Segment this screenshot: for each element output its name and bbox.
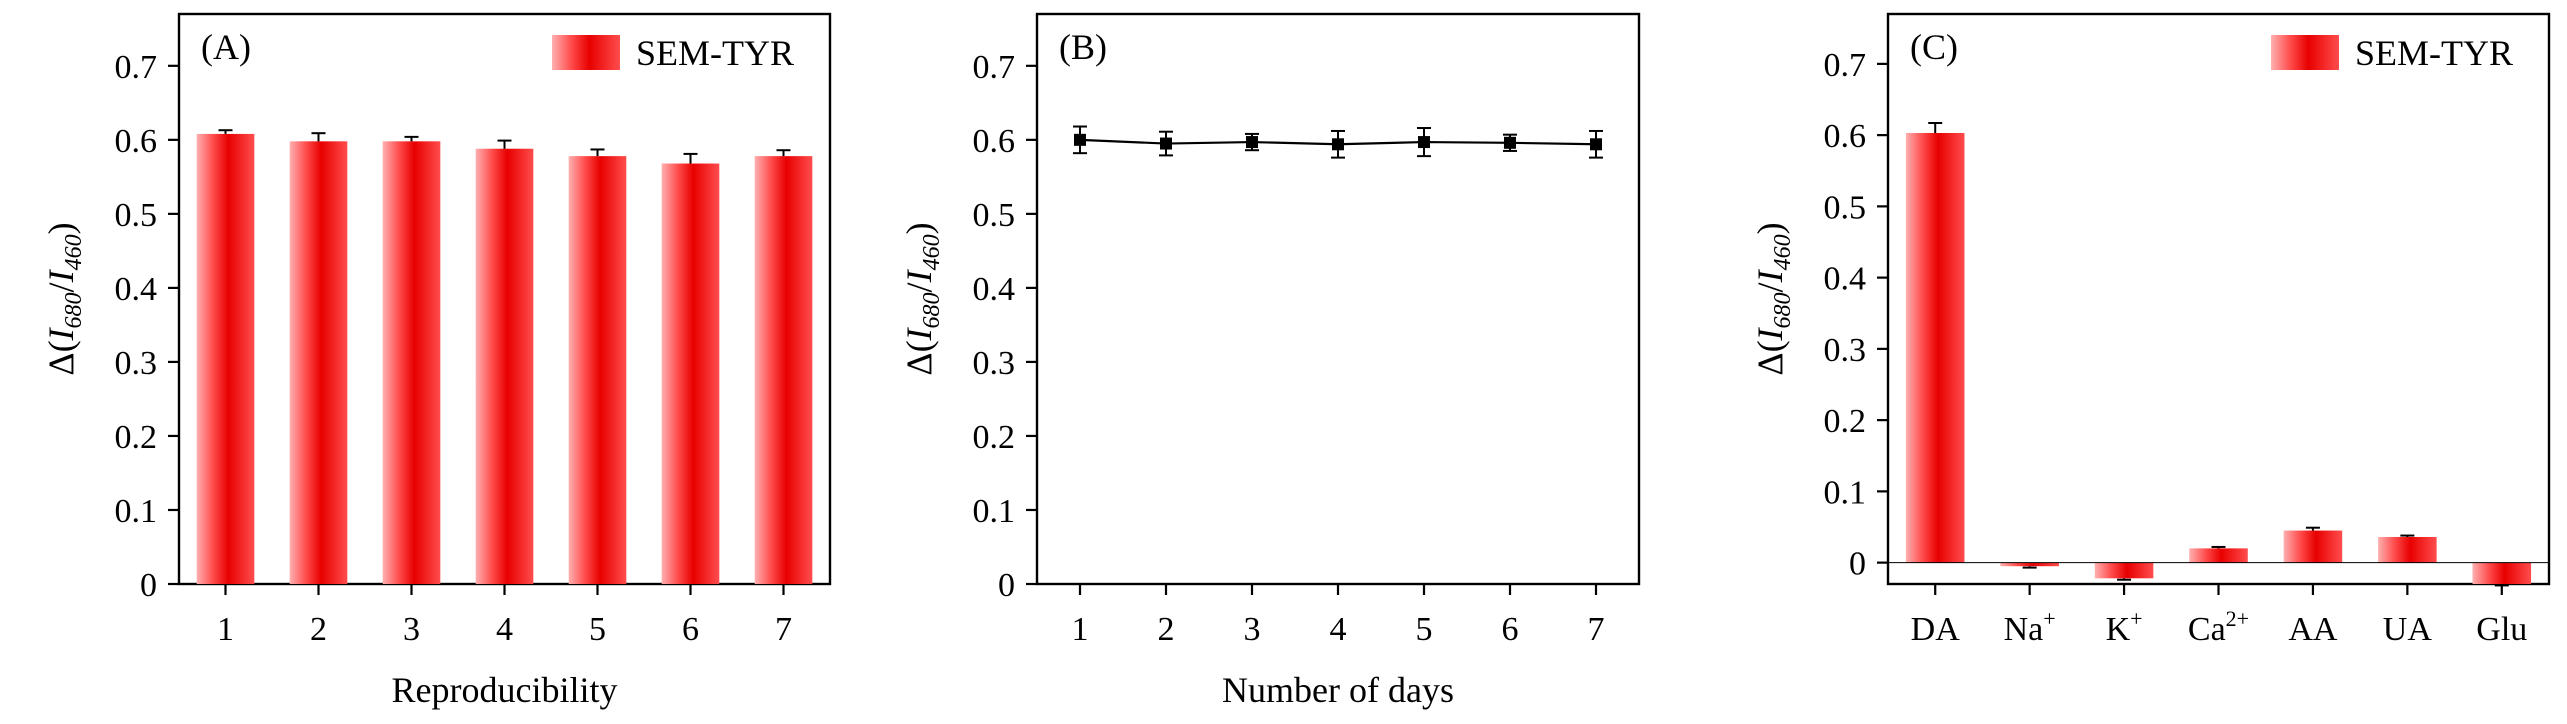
panel-label: (C) — [1910, 27, 1958, 67]
bar — [196, 133, 255, 585]
x-tick-label: UA — [2383, 611, 2433, 648]
x-tick-label: 4 — [496, 611, 513, 648]
data-point — [1332, 138, 1344, 151]
bar — [2378, 536, 2437, 563]
y-tick-label: 0.5 — [973, 197, 1016, 234]
x-tick-label: Ca2+ — [2188, 606, 2249, 648]
x-tick-label: Glu — [2476, 611, 2527, 648]
y-tick-label: 0.3 — [973, 345, 1016, 382]
x-tick-label: 6 — [682, 611, 699, 648]
y-tick-label: 0.4 — [973, 271, 1016, 308]
y-tick-label: 0.7 — [115, 49, 158, 86]
y-tick-label: 0.2 — [1824, 403, 1867, 440]
bar — [1905, 132, 1965, 563]
bar — [754, 156, 813, 584]
bar — [661, 163, 720, 584]
legend-label: SEM-TYR — [636, 33, 794, 73]
y-tick-label: 0.7 — [973, 49, 1016, 86]
x-tick-label: AA — [2288, 611, 2338, 648]
bar — [2189, 548, 2248, 563]
data-point — [1074, 133, 1086, 146]
y-tick-label: 0.4 — [115, 271, 158, 308]
panel-2: 0 0.1 0.2 0.3 0.4 0.5 0.6 0.7 Δ(I680/I460) 1 2 3 4 5 6… — [899, 12, 1641, 710]
x-tick-label: 3 — [403, 611, 420, 648]
plot-frame — [1035, 12, 1641, 586]
bar — [2000, 562, 2059, 567]
x-tick-label: 2 — [310, 611, 327, 648]
legend-swatch — [2271, 35, 2339, 70]
y-tick-label: 0.6 — [973, 123, 1016, 160]
x-tick-label: 1 — [1072, 611, 1089, 648]
x-tick-label: 4 — [1330, 611, 1347, 648]
y-tick-label: 0 — [998, 567, 1015, 604]
y-tick-label: 0.2 — [115, 419, 158, 456]
y-tick-label: 0.3 — [115, 345, 158, 382]
x-tick-label: 5 — [1416, 611, 1433, 648]
legend: SEM-TYR — [552, 33, 794, 73]
y-tick-label: 0.1 — [1824, 474, 1867, 511]
bar — [475, 148, 534, 584]
x-tick-label: Na+ — [2004, 606, 2056, 648]
panel-1: 0 0.1 0.2 0.3 0.4 0.5 0.6 0.7 Δ(I680/I460) 1 2 3 4 5 6… — [41, 12, 832, 710]
x-tick-label: 3 — [1244, 611, 1261, 648]
x-tick-label: 7 — [1588, 611, 1605, 648]
y-tick-label: 0.6 — [115, 123, 158, 160]
x-tick-label: 1 — [217, 611, 234, 648]
panel-3: 0 0.1 0.2 0.3 0.4 0.5 0.6 0.7 Δ(I680/I460) DA Na+ K… — [1750, 12, 2551, 648]
x-tick-label: 6 — [1502, 611, 1519, 648]
data-point — [1418, 136, 1430, 149]
x-tick-label: K+ — [2106, 606, 2143, 648]
panel-label: (A) — [201, 27, 251, 67]
y-tick-label: 0 — [1849, 546, 1866, 583]
y-tick-label: 0 — [140, 567, 157, 604]
bar — [2283, 530, 2343, 563]
bar — [2094, 562, 2154, 579]
y-axis-label: Δ(I680/I460) — [899, 222, 945, 375]
y-tick-label: 0.1 — [115, 493, 158, 530]
plot-frame — [1886, 12, 2551, 586]
data-point — [1504, 136, 1516, 149]
data-point — [1590, 138, 1602, 151]
bar — [2472, 562, 2532, 584]
bar — [568, 156, 627, 584]
x-tick-label: 7 — [775, 611, 792, 648]
y-tick-label: 0.1 — [973, 493, 1016, 530]
data-point — [1160, 137, 1172, 150]
y-tick-label: 0.2 — [973, 419, 1016, 456]
y-tick-label: 0.7 — [1824, 47, 1867, 84]
x-tick-label: 5 — [589, 611, 606, 648]
y-tick-label: 0.5 — [1824, 189, 1867, 226]
y-axis-label: Δ(I680/I460) — [41, 222, 87, 375]
legend-swatch — [552, 35, 620, 70]
legend-label: SEM-TYR — [2355, 33, 2513, 73]
data-point — [1246, 136, 1258, 149]
y-axis-label: Δ(I680/I460) — [1750, 222, 1796, 375]
panel-label: (B) — [1059, 27, 1107, 67]
y-tick-label: 0.6 — [1824, 118, 1867, 155]
bar — [289, 141, 348, 584]
legend: SEM-TYR — [2271, 33, 2513, 73]
x-tick-label: DA — [1911, 611, 1961, 648]
x-axis-label: Number of days — [1222, 670, 1454, 710]
y-tick-label: 0.3 — [1824, 332, 1867, 369]
y-tick-label: 0.4 — [1824, 261, 1867, 298]
bar — [382, 141, 441, 584]
x-axis-label: Reproducibility — [392, 670, 618, 710]
y-tick-label: 0.5 — [115, 197, 158, 234]
x-tick-label: 2 — [1158, 611, 1175, 648]
